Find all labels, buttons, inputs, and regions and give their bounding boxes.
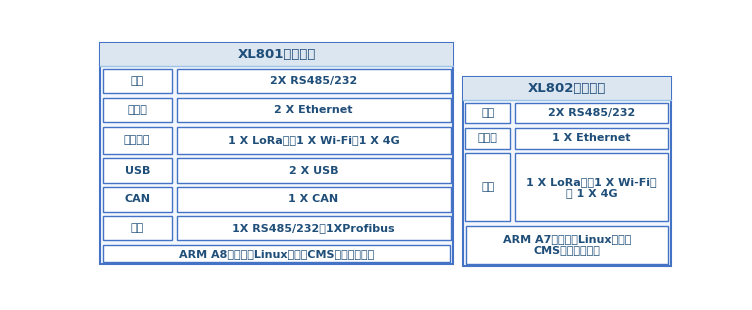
Bar (102, 158, 172, 183)
Bar (177, 187, 450, 211)
Bar (102, 216, 172, 241)
Text: 无线通信: 无线通信 (124, 135, 150, 145)
Text: CAN: CAN (124, 194, 150, 204)
Bar (177, 216, 450, 241)
Text: 串口: 串口 (131, 223, 144, 233)
Text: 1 X LoRa，或1 X Wi-Fi，
或 1 X 4G: 1 X LoRa，或1 X Wi-Fi， 或 1 X 4G (526, 177, 657, 198)
Bar (463, 77, 671, 100)
Text: 串口: 串口 (131, 76, 144, 86)
Text: 2X RS485/232: 2X RS485/232 (270, 76, 357, 86)
Text: 以太网: 以太网 (127, 105, 147, 115)
Bar (177, 98, 450, 122)
Bar (102, 98, 172, 122)
Bar (465, 128, 511, 149)
Text: 1 X LoRa，加1 X Wi-Fi或1 X 4G: 1 X LoRa，加1 X Wi-Fi或1 X 4G (228, 135, 399, 145)
Bar (515, 153, 669, 221)
Bar (100, 43, 453, 66)
Text: 1 X CAN: 1 X CAN (289, 194, 338, 204)
Bar (465, 153, 511, 221)
Bar (102, 187, 172, 211)
Text: 2 X Ethernet: 2 X Ethernet (274, 105, 353, 115)
Text: ARM A7处理器，Linux系统，
CMS通信管理系统: ARM A7处理器，Linux系统， CMS通信管理系统 (502, 234, 631, 255)
Text: XL802硬件配置: XL802硬件配置 (528, 82, 606, 95)
Bar (515, 103, 669, 123)
Bar (465, 103, 511, 123)
Text: 以太网: 以太网 (478, 133, 498, 144)
Text: 无线: 无线 (481, 182, 495, 192)
Text: 1 X Ethernet: 1 X Ethernet (553, 133, 631, 144)
Bar (515, 128, 669, 149)
Text: USB: USB (125, 166, 150, 175)
Text: 2 X USB: 2 X USB (289, 166, 338, 175)
Bar (100, 43, 453, 264)
Bar (463, 77, 671, 266)
Text: ARM A8处理器，Linux系统，CMS通信管理系统: ARM A8处理器，Linux系统，CMS通信管理系统 (179, 249, 374, 259)
Text: XL801硬件配置: XL801硬件配置 (238, 48, 316, 61)
Bar (177, 126, 450, 154)
Bar (102, 126, 172, 154)
Bar (177, 158, 450, 183)
Bar (466, 226, 668, 264)
Bar (103, 245, 450, 262)
Bar (177, 69, 450, 93)
Text: 2X RS485/232: 2X RS485/232 (548, 108, 635, 118)
Bar (102, 69, 172, 93)
Text: 1X RS485/232或1XProfibus: 1X RS485/232或1XProfibus (232, 223, 395, 233)
Text: 串口: 串口 (481, 108, 495, 118)
